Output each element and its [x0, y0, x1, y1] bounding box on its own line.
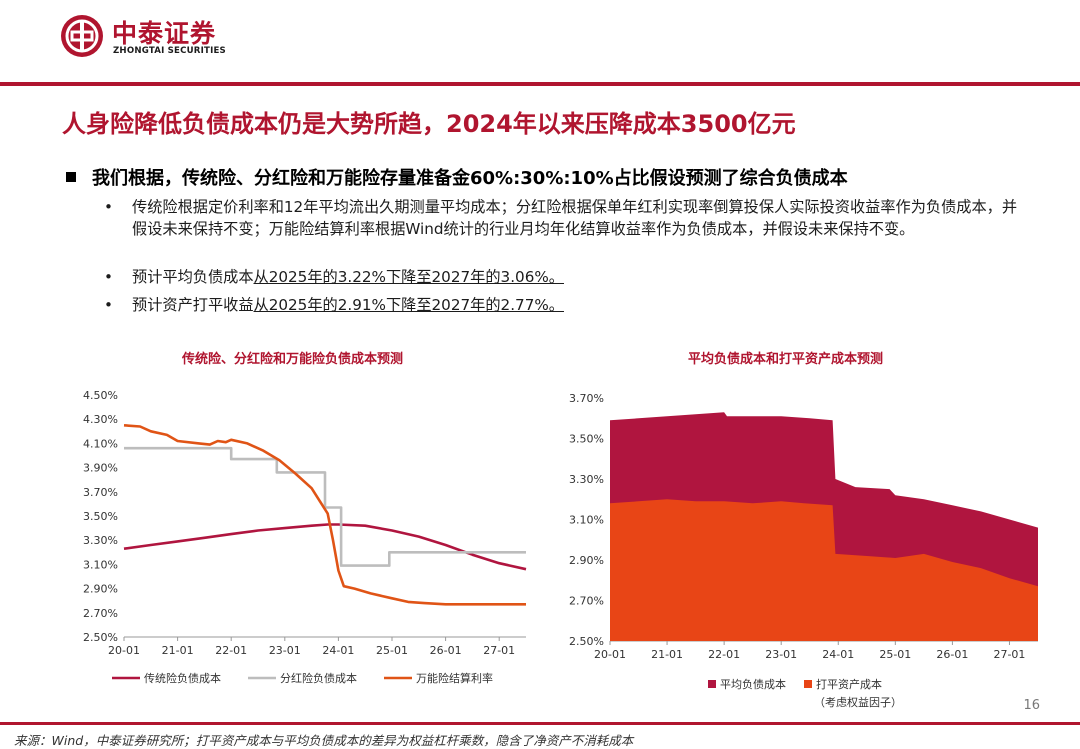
bullet-dot-icon: • [104, 268, 113, 286]
x-tick-label: 27-01 [483, 644, 515, 657]
legend-label-0: 平均负债成本 [720, 677, 786, 691]
y-tick-label: 3.70% [83, 486, 118, 499]
y-tick-label: 3.90% [83, 462, 118, 475]
y-tick-label: 4.10% [83, 437, 118, 450]
sub-bullet-2-highlight: 从2025年的3.22%下降至2027年的3.06%。 [253, 268, 564, 286]
y-tick-label: 3.50% [569, 433, 604, 446]
x-tick-label: 20-01 [108, 644, 140, 657]
sub-bullet-1: • 传统险根据定价利率和12年平均流出久期测量平均成本；分红险根据保单年红利实现… [104, 196, 1032, 240]
legend-label-1: 分红险负债成本 [280, 671, 357, 685]
legend-label-0: 传统险负债成本 [144, 671, 221, 685]
y-tick-label: 2.90% [569, 554, 604, 567]
brand-name-cn: 中泰证券 [112, 19, 217, 48]
page-number: 16 [1023, 698, 1040, 713]
source-note: 来源：Wind，中泰证券研究所；打平资产成本与平均负债成本的差异为权益杠杆乘数，… [14, 733, 634, 748]
y-tick-label: 3.70% [569, 392, 604, 405]
y-tick-label: 2.50% [569, 635, 604, 648]
chart-1-title: 传统险、分红险和万能险负债成本预测 [182, 352, 404, 367]
legend-swatch-0 [708, 680, 716, 688]
y-tick-label: 4.30% [83, 413, 118, 426]
x-tick-label: 26-01 [936, 648, 968, 661]
y-tick-label: 3.10% [569, 514, 604, 527]
legend-note: （考虑权益因子） [814, 695, 902, 709]
page-title: 人身险降低负债成本仍是大势所趋，2024年以来压降成本3500亿元 [62, 110, 796, 138]
bullet-dot-icon: • [104, 296, 113, 314]
y-tick-label: 2.70% [569, 595, 604, 608]
x-tick-label: 24-01 [822, 648, 854, 661]
series-line-1 [124, 446, 526, 567]
y-tick-label: 3.30% [569, 473, 604, 486]
legend-label-1: 打平资产成本 [816, 677, 882, 691]
x-tick-label: 24-01 [322, 644, 354, 657]
y-tick-label: 2.50% [83, 631, 118, 644]
series-area-1 [610, 499, 1038, 641]
x-tick-label: 26-01 [430, 644, 462, 657]
x-tick-label: 23-01 [765, 648, 797, 661]
y-tick-label: 3.50% [83, 510, 118, 523]
chart-2-title: 平均负债成本和打平资产成本预测 [688, 352, 884, 367]
main-bullet-text: 我们根据，传统险、分红险和万能险存量准备金60%:30%:10%占比假设预测了综… [92, 168, 848, 189]
y-tick-label: 4.50% [83, 389, 118, 402]
sub-bullet-3-highlight: 从2025年的2.91%下降至2027年的2.77%。 [253, 296, 564, 314]
x-tick-label: 23-01 [269, 644, 301, 657]
sub-bullet-3-prefix: 预计资产打平收益 [132, 296, 254, 314]
y-tick-label: 2.70% [83, 607, 118, 620]
legend-swatch-1 [804, 680, 812, 688]
x-tick-label: 25-01 [376, 644, 408, 657]
square-bullet-icon [66, 172, 76, 182]
header-divider [0, 82, 1080, 86]
zhongtai-logo-icon [61, 15, 103, 57]
x-tick-label: 27-01 [993, 648, 1025, 661]
y-tick-label: 2.90% [83, 583, 118, 596]
x-tick-label: 21-01 [651, 648, 683, 661]
brand-name-en: ZHONGTAI SECURITIES [113, 46, 226, 56]
series-line-2 [123, 424, 526, 606]
x-tick-label: 22-01 [215, 644, 247, 657]
sub-bullet-1-text: 传统险根据定价利率和12年平均流出久期测量平均成本；分红险根据保单年红利实现率倒… [132, 198, 1018, 238]
footer-divider [0, 722, 1080, 725]
sub-bullet-2-prefix: 预计平均负债成本 [132, 268, 254, 286]
x-tick-label: 25-01 [879, 648, 911, 661]
x-tick-label: 20-01 [594, 648, 626, 661]
legend-label-2: 万能险结算利率 [416, 671, 493, 685]
liability-cost-line-chart: 4.50% 4.30% 4.10% 3.90% 3.70% 3.50% 3.30% 3.10%… [83, 389, 527, 685]
y-tick-label: 3.10% [83, 558, 118, 571]
x-tick-label: 21-01 [162, 644, 194, 657]
bullet-dot-icon: • [104, 198, 113, 216]
y-tick-label: 3.30% [83, 534, 118, 547]
cost-area-chart: 3.70% 3.50% 3.30% 3.10% 2.90% 2.70% 2.50%20-01… [569, 392, 1038, 709]
sub-bullet-2: • 预计平均负债成本从2025年的3.22%下降至2027年的3.06%。 [104, 266, 1032, 288]
series-line-0 [123, 523, 527, 571]
main-bullet: 我们根据，传统险、分红险和万能险存量准备金60%:30%:10%占比假设预测了综… [66, 164, 848, 190]
x-tick-label: 22-01 [708, 648, 740, 661]
sub-bullet-3: • 预计资产打平收益从2025年的2.91%下降至2027年的2.77%。 [104, 294, 1032, 316]
